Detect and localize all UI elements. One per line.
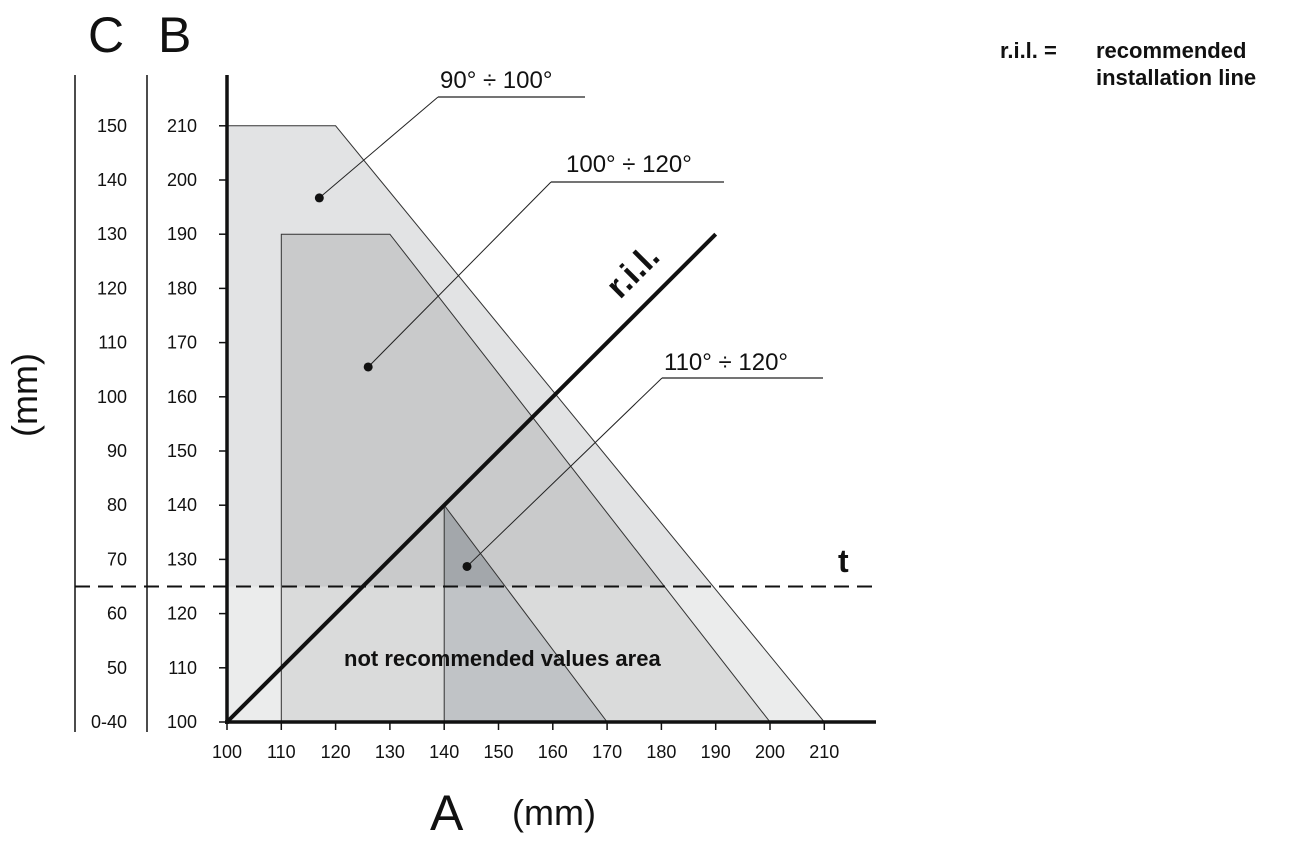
b-tick-label: 210 — [167, 116, 197, 136]
x-tick-label: 180 — [646, 742, 676, 762]
c-tick-label: 120 — [97, 278, 127, 298]
b-tick-label: 170 — [167, 333, 197, 353]
legend-line-1: recommended — [1096, 38, 1247, 63]
c-tick-label: 80 — [107, 495, 127, 515]
c-tick-labels: 0-40 50 60 70 80 90 100 110 120 130 140 150 — [91, 116, 127, 732]
c-tick-label: 0-40 — [91, 712, 127, 732]
c-tick-label: 140 — [97, 170, 127, 190]
x-tick-label: 130 — [375, 742, 405, 762]
b-tick-label: 140 — [167, 495, 197, 515]
y-axis-unit: (mm) — [4, 353, 45, 437]
x-tick-label: 120 — [321, 742, 351, 762]
b-tick-label: 110 — [168, 658, 197, 678]
x-tick-label: 150 — [483, 742, 513, 762]
c-axis-letter: C — [88, 7, 124, 63]
x-tick-labels: 100 110 120 130 140 150 160 170 180 190 200 210 — [212, 742, 839, 762]
x-tick-label: 110 — [267, 742, 296, 762]
threshold-label: t — [838, 543, 849, 579]
b-tick-label: 130 — [167, 549, 197, 569]
zone-90-100-leader — [318, 96, 439, 199]
c-tick-label: 110 — [98, 333, 127, 353]
c-tick-label: 60 — [107, 604, 127, 624]
axes-layer — [74, 75, 876, 732]
zone-90-100-label: 90° ÷ 100° — [440, 67, 552, 94]
b-axis-letter: B — [158, 7, 191, 63]
c-tick-label: 130 — [97, 224, 127, 244]
b-tick-label: 160 — [167, 387, 197, 407]
x-axis-unit: (mm) — [512, 792, 596, 833]
x-tick-label: 200 — [755, 742, 785, 762]
x-tick-label: 210 — [809, 742, 839, 762]
x-tick-label: 170 — [592, 742, 622, 762]
b-tick-label: 200 — [167, 170, 197, 190]
legend-note: r.i.l. = recommended installation line — [1000, 37, 1256, 90]
b-tick-label: 100 — [167, 712, 197, 732]
x-tick-label: 100 — [212, 742, 242, 762]
x-tick-label: 160 — [538, 742, 568, 762]
b-tick-label: 180 — [167, 278, 197, 298]
c-tick-label: 70 — [107, 549, 127, 569]
b-tick-label: 120 — [167, 604, 197, 624]
zone-100-120 — [281, 234, 770, 722]
c-tick-label: 100 — [97, 387, 127, 407]
c-tick-label: 150 — [97, 116, 127, 136]
legend-key: r.i.l. = — [1000, 38, 1057, 63]
leaders-layer: 90° ÷ 100° 100° ÷ 120° 110° ÷ 120° — [314, 67, 823, 571]
zone-110-120-dot — [462, 561, 472, 571]
x-tick-label: 140 — [429, 742, 459, 762]
legend-line-2: installation line — [1096, 65, 1257, 90]
b-tick-label: 190 — [167, 224, 197, 244]
x-axis-letter: A — [430, 785, 464, 841]
not-recommended-overlay — [227, 586, 875, 722]
zone-100-120-dot — [363, 362, 373, 372]
c-tick-label: 90 — [107, 441, 127, 461]
zone-100-120-leader — [367, 181, 552, 368]
zone-100-120-label: 100° ÷ 120° — [566, 151, 692, 178]
c-tick-label: 50 — [107, 658, 127, 678]
zone-110-120-leader — [466, 377, 663, 567]
b-tick-labels: 100 110 120 130 140 150 160 170 180 190 200 210 — [167, 116, 197, 732]
b-tick-label: 150 — [167, 441, 197, 461]
zone-90-100-dot — [314, 193, 324, 203]
zone-110-120-label: 110° ÷ 120° — [664, 349, 788, 376]
x-tick-label: 190 — [701, 742, 731, 762]
not-recommended-label: not recommended values area — [344, 646, 661, 671]
ril-line — [225, 232, 718, 724]
